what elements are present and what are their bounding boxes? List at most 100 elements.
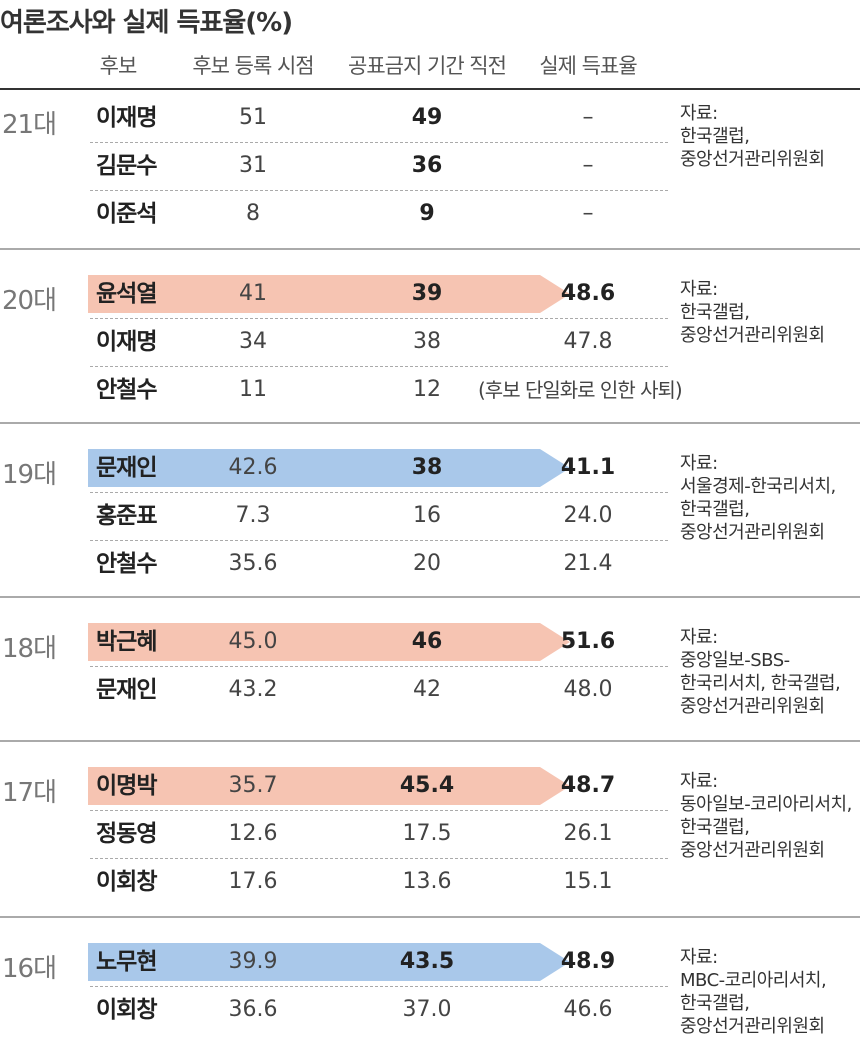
source-note: 자료: MBC-코리아리서치, 한국갤럽, 중앙선거관리위원회 <box>680 946 827 1038</box>
highlight-arrow <box>88 275 570 313</box>
winner-highlight-orange <box>88 623 570 661</box>
value-actual: 48.9 <box>560 949 616 974</box>
source-line: 중앙선거관리위원회 <box>680 1016 825 1037</box>
row-divider <box>90 540 668 541</box>
value-registration: 17.6 <box>228 869 278 894</box>
value-pre-blackout: 37.0 <box>402 997 452 1022</box>
value-registration: 35.6 <box>228 551 278 576</box>
candidate-row: 윤석열 41 39 48.6 <box>0 270 860 318</box>
value-actual: – <box>582 105 594 130</box>
source-note: 자료: 중앙일보-SBS- 한국리서치, 한국갤럽, 중앙선거관리위원회 <box>680 626 841 718</box>
value-pre-blackout: 17.5 <box>402 821 452 846</box>
value-pre-blackout: 13.6 <box>402 869 452 894</box>
candidate-name: 문재인 <box>96 455 157 481</box>
value-registration: 36.6 <box>228 997 278 1022</box>
candidate-name: 이회창 <box>96 869 157 895</box>
value-pre-blackout: 16 <box>413 503 441 528</box>
source-line: 자료: <box>680 103 718 124</box>
value-actual: 26.1 <box>563 821 613 846</box>
value-pre-blackout: 42 <box>413 677 441 702</box>
highlight-arrow <box>88 449 570 487</box>
election-label: 17대 <box>2 778 57 808</box>
election-section: 17대 이명박 35.7 45.4 48.7 정동영 12.6 17.5 26.1 이회창 17.6… <box>0 762 860 906</box>
source-line: 자료: <box>680 771 718 792</box>
source-note: 자료: 한국갤럽, 중앙선거관리위원회 <box>680 278 825 347</box>
winner-highlight-blue <box>88 943 570 981</box>
highlight-arrow <box>88 943 570 981</box>
row-divider <box>90 666 668 667</box>
source-line: 한국리서치, 한국갤럽, <box>680 673 841 694</box>
header-actual: 실제 득표율 <box>539 54 637 78</box>
candidate-name: 홍준표 <box>96 503 157 529</box>
candidate-name: 박근혜 <box>96 629 157 655</box>
value-actual: 21.4 <box>563 551 613 576</box>
source-line: 서울경제-한국리서치, <box>680 476 836 497</box>
row-divider <box>90 858 668 859</box>
candidate-row: 문재인 42.6 38 41.1 <box>0 444 860 492</box>
row-divider <box>90 366 668 367</box>
candidate-name: 윤석열 <box>96 281 157 307</box>
value-pre-blackout: 45.4 <box>399 773 455 798</box>
source-line: 자료: <box>680 947 718 968</box>
value-registration: 12.6 <box>228 821 278 846</box>
candidate-row: 정동영 12.6 17.5 26.1 <box>0 810 860 858</box>
section-separator <box>0 248 860 250</box>
value-actual: 47.8 <box>563 329 613 354</box>
source-line: 중앙일보-SBS- <box>680 650 790 671</box>
value-actual: 46.6 <box>563 997 613 1022</box>
candidate-row: 이재명 34 38 47.8 <box>0 318 860 366</box>
source-line: 한국갤럽, <box>680 993 750 1014</box>
highlight-arrow <box>88 623 570 661</box>
election-label: 20대 <box>2 286 57 316</box>
source-line: 중앙선거관리위원회 <box>680 840 825 861</box>
candidate-name: 이준석 <box>96 201 157 227</box>
highlight-arrow <box>88 767 570 805</box>
value-actual: 24.0 <box>563 503 613 528</box>
candidate-row: 이회창 36.6 37.0 46.6 <box>0 986 860 1034</box>
candidate-row: 문재인 43.2 42 48.0 <box>0 666 860 714</box>
section-separator <box>0 422 860 424</box>
election-label: 16대 <box>2 954 57 984</box>
value-pre-blackout: 12 <box>413 377 441 402</box>
source-line: 자료: <box>680 453 718 474</box>
value-pre-blackout: 39 <box>411 281 443 306</box>
source-line: 중앙선거관리위원회 <box>680 149 825 170</box>
value-registration: 7.3 <box>235 503 271 528</box>
row-divider <box>90 318 668 319</box>
election-label: 18대 <box>2 634 57 664</box>
header-pre-blackout: 공표금지 기간 직전 <box>348 54 507 78</box>
candidate-row: 홍준표 7.3 16 24.0 <box>0 492 860 540</box>
source-line: 중앙선거관리위원회 <box>680 325 825 346</box>
value-actual: 41.1 <box>560 455 616 480</box>
row-divider <box>90 142 668 143</box>
value-registration: 51 <box>239 105 267 130</box>
value-registration: 34 <box>239 329 267 354</box>
candidate-name: 이재명 <box>96 329 157 355</box>
value-pre-blackout: 20 <box>413 551 441 576</box>
winner-highlight-blue <box>88 449 570 487</box>
election-section: 21대 이재명 51 49 – 김문수 31 36 – 이준석 8 9 – 자료: 한국갤럽, 중앙선거관리위… <box>0 94 860 238</box>
value-pre-blackout: 38 <box>413 329 441 354</box>
value-pre-blackout: 49 <box>411 105 443 130</box>
candidate-name: 김문수 <box>96 153 157 179</box>
value-registration: 11 <box>239 377 267 402</box>
chart-title: 여론조사와 실제 득표율(%) <box>0 8 293 38</box>
winner-highlight-orange <box>88 767 570 805</box>
value-registration: 45.0 <box>228 629 278 654</box>
election-section: 16대 노무현 39.9 43.5 48.9 이회창 36.6 37.0 46.6 자료: MBC-… <box>0 938 860 1037</box>
candidate-row: 이준석 8 9 – <box>0 190 860 238</box>
value-actual: 48.6 <box>560 281 616 306</box>
source-line: 한국갤럽, <box>680 817 750 838</box>
value-registration: 43.2 <box>228 677 278 702</box>
source-line: 중앙선거관리위원회 <box>680 696 825 717</box>
election-label: 19대 <box>2 460 57 490</box>
candidate-name: 노무현 <box>96 949 157 975</box>
value-actual: – <box>582 153 594 178</box>
source-note: 자료: 한국갤럽, 중앙선거관리위원회 <box>680 102 825 171</box>
row-divider <box>90 492 668 493</box>
election-label: 21대 <box>2 110 57 140</box>
candidate-row: 김문수 31 36 – <box>0 142 860 190</box>
candidate-name: 안철수 <box>96 551 157 577</box>
header-registration: 후보 등록 시점 <box>192 54 314 78</box>
source-note: 자료: 서울경제-한국리서치, 한국갤럽, 중앙선거관리위원회 <box>680 452 836 544</box>
